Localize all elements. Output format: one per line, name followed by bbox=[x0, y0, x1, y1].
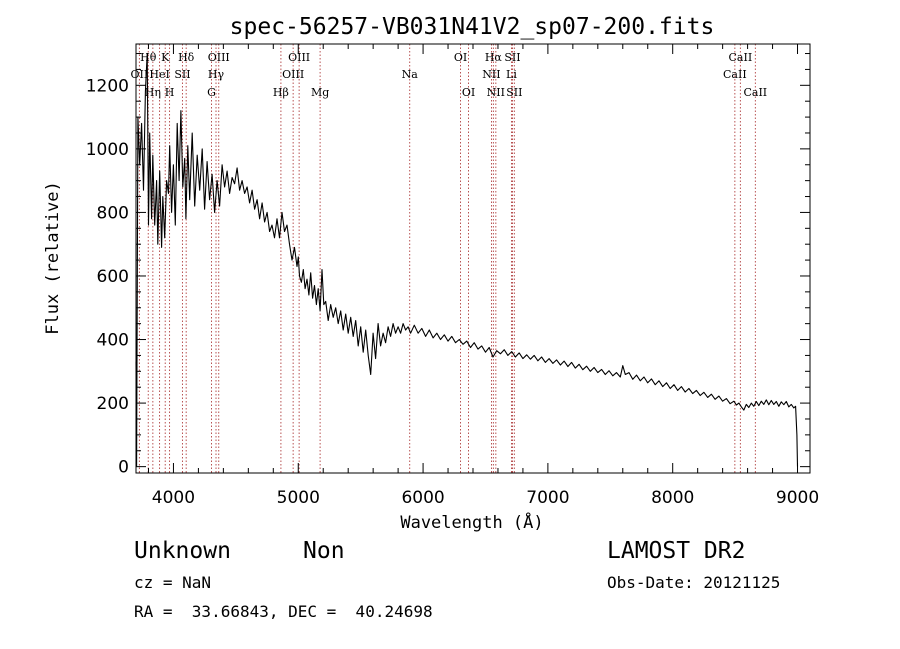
y-tick-label: 1000 bbox=[86, 140, 129, 160]
y-axis: 0 200 400 600 800 1000 1200 bbox=[86, 53, 810, 478]
line-marker-label: Mg bbox=[311, 86, 329, 99]
line-marker-label: SII bbox=[506, 86, 522, 99]
survey-label: LAMOST DR2 bbox=[607, 538, 746, 564]
line-marker-label: Na bbox=[402, 68, 419, 81]
line-marker-label: OIII bbox=[288, 51, 310, 64]
x-tick-label: 6000 bbox=[401, 488, 444, 508]
line-marker-label: OIII bbox=[208, 51, 230, 64]
line-marker-label: Hα bbox=[485, 51, 503, 64]
redshift-label: cz = NaN bbox=[134, 573, 212, 592]
line-marker-label: Hθ bbox=[140, 51, 157, 64]
emission-line-markers bbox=[138, 44, 756, 473]
emission-line-labels: Hθ OII Hη K HeI H SII Hδ OIII Hγ G Hβ OIII OIII Mg Na OI… bbox=[131, 51, 768, 99]
y-tick-label: 800 bbox=[97, 203, 129, 223]
line-marker-label: CaII bbox=[723, 68, 747, 81]
line-marker-label: NII bbox=[487, 86, 505, 99]
line-marker-label: OI bbox=[462, 86, 475, 99]
line-marker-label: CaII bbox=[729, 51, 753, 64]
y-axis-label: Flux (relative) bbox=[43, 181, 63, 335]
x-tick-label: 7000 bbox=[526, 488, 569, 508]
line-marker-label: SII bbox=[174, 68, 190, 81]
line-marker-label: OIII bbox=[282, 68, 304, 81]
y-tick-label: 400 bbox=[97, 331, 129, 351]
spectrum-series-line bbox=[135, 52, 799, 468]
line-marker-label: K bbox=[161, 51, 170, 64]
x-tick-label: 5000 bbox=[277, 488, 320, 508]
line-marker-label: Hγ bbox=[208, 68, 225, 81]
x-axis: 4000 5000 6000 7000 8000 9000 bbox=[147, 44, 819, 508]
x-tick-label: 4000 bbox=[152, 488, 195, 508]
plot-frame bbox=[135, 43, 811, 474]
line-marker-label: CaII bbox=[743, 86, 767, 99]
line-marker-label: H bbox=[165, 86, 175, 99]
line-marker-label: Li bbox=[506, 68, 517, 81]
coordinates-label: RA = 33.66843, DEC = 40.24698 bbox=[134, 602, 433, 621]
line-marker-label: Hδ bbox=[178, 51, 195, 64]
line-marker-label: SII bbox=[504, 51, 520, 64]
y-tick-label: 0 bbox=[118, 458, 129, 478]
spectral-class-label: Unknown bbox=[134, 538, 231, 564]
line-marker-label: NII bbox=[482, 68, 500, 81]
chart-title: spec-56257-VB031N41V2_sp07-200.fits bbox=[230, 14, 715, 40]
line-marker-label: G bbox=[207, 86, 216, 99]
x-axis-label: Wavelength (Å) bbox=[400, 511, 543, 533]
y-tick-label: 600 bbox=[97, 267, 129, 287]
x-tick-label: 8000 bbox=[651, 488, 694, 508]
x-tick-label: 9000 bbox=[776, 488, 819, 508]
line-marker-label: OI bbox=[454, 51, 467, 64]
spectral-subclass-label: Non bbox=[303, 538, 345, 564]
observation-date-label: Obs-Date: 20121125 bbox=[607, 573, 781, 592]
line-marker-label: Hβ bbox=[273, 86, 289, 99]
y-tick-label: 1200 bbox=[86, 76, 129, 96]
y-tick-label: 200 bbox=[97, 394, 129, 414]
line-marker-label: Hη bbox=[145, 86, 161, 99]
line-marker-label: OII bbox=[131, 68, 149, 81]
line-marker-label: HeI bbox=[149, 68, 169, 81]
